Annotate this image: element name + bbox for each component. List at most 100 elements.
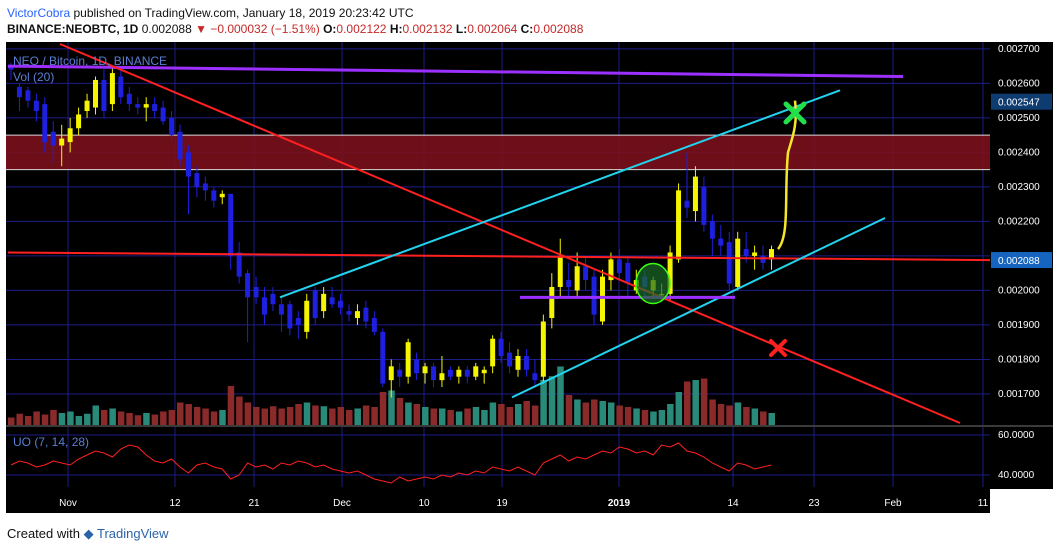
volume-bar — [320, 406, 328, 425]
volume-bar — [438, 408, 446, 425]
candle-up — [481, 369, 487, 374]
candle-up — [76, 114, 82, 129]
volume-bar — [269, 406, 277, 425]
candle-down — [135, 104, 141, 108]
candle-down — [684, 200, 690, 208]
volume-bar — [582, 402, 590, 425]
legend-volume[interactable]: Vol (20) — [13, 70, 54, 84]
volume-bar — [210, 411, 218, 425]
candle-down — [295, 318, 301, 325]
volume-bar — [464, 408, 471, 425]
candle-down — [718, 238, 724, 246]
date-tick-label: Feb — [884, 498, 902, 509]
candle-down — [236, 252, 242, 277]
volume-bar — [126, 413, 133, 425]
candle-down — [743, 249, 749, 256]
candle-down — [202, 183, 208, 191]
date-tick-label: 10 — [418, 498, 430, 509]
support-line — [7, 251, 991, 262]
candle-up — [600, 276, 605, 322]
candle-down — [287, 304, 293, 329]
legend-oscillator[interactable]: UO (7, 14, 28) — [13, 435, 89, 449]
channel-upper-line — [279, 89, 841, 299]
uo-tick-label: 60.0000 — [998, 430, 1035, 441]
price-tick-label: 0.002300 — [998, 182, 1040, 193]
open-label: O: — [323, 22, 337, 36]
volume-bar — [253, 407, 260, 425]
candle-down — [380, 331, 386, 384]
candle-down — [414, 359, 420, 374]
volume-bar — [67, 411, 74, 425]
candle-down — [566, 280, 572, 287]
volume-bar — [565, 395, 573, 425]
volume-bar — [295, 404, 302, 425]
candle-up — [388, 366, 394, 381]
volume-bar — [50, 410, 57, 425]
price-tick-label: 0.002200 — [998, 216, 1040, 227]
price-tick-label: 0.002400 — [998, 147, 1040, 158]
legend-title[interactable]: NEO / Bitcoin, 1D, BINANCE — [13, 54, 167, 68]
candle-down — [532, 373, 538, 381]
high-value: 0.002132 — [402, 22, 453, 36]
volume-bar — [472, 407, 480, 425]
candle-up — [490, 338, 496, 367]
candle-down — [591, 276, 597, 315]
candle-up — [515, 355, 521, 370]
volume-bar — [599, 401, 606, 425]
volume-bar — [151, 414, 159, 425]
candle-down — [101, 79, 107, 112]
volume-bar — [709, 399, 716, 425]
volume-bar — [202, 408, 209, 425]
projection-path — [776, 100, 797, 250]
price-tick-label: 0.001700 — [998, 389, 1040, 400]
volume-bar — [591, 399, 598, 425]
price-tick-label: 0.002700 — [998, 44, 1040, 55]
volume-bar — [185, 404, 192, 425]
candle-down — [583, 266, 589, 281]
volume-bar — [768, 413, 775, 425]
channel-lower-line — [511, 217, 886, 399]
volume-bar — [312, 405, 319, 425]
marker-price-tag-bg — [991, 93, 1052, 110]
volume-bar — [75, 416, 83, 425]
volume-bar — [726, 405, 733, 425]
candle-down — [194, 173, 200, 187]
author-name[interactable]: VictorCobra — [7, 6, 71, 20]
candle-down — [464, 369, 470, 377]
descending-trendline — [59, 43, 961, 424]
time-axis[interactable] — [6, 489, 990, 513]
volume-bar — [143, 413, 150, 425]
volume-bar — [633, 408, 640, 425]
candle-down — [498, 338, 504, 356]
volume-bar — [286, 407, 294, 425]
volume-bar — [227, 386, 235, 425]
last-price-tag-bg — [991, 252, 1052, 269]
candle-down — [245, 273, 251, 298]
candle-up — [439, 373, 445, 381]
footer-brand[interactable]: TradingView — [97, 526, 169, 541]
volume-bar — [134, 415, 142, 425]
volume-bar — [743, 407, 750, 425]
symbol-label: BINANCE:NEOBTC, 1D — [7, 22, 139, 36]
volume-bar — [219, 410, 226, 425]
high-label: H: — [389, 22, 403, 36]
top-horizontal-line — [7, 64, 904, 79]
volume-bar — [362, 405, 370, 425]
resistance-zone — [6, 134, 990, 171]
date-tick-label: 23 — [808, 498, 820, 509]
volume-bar — [117, 411, 125, 425]
candle-down — [262, 297, 267, 315]
price-tick-label: 0.002000 — [998, 285, 1040, 296]
candle-up — [549, 286, 555, 319]
candle-down — [25, 90, 31, 101]
open-value: 0.002122 — [336, 22, 387, 36]
candle-down — [507, 352, 513, 367]
candle-down — [709, 221, 715, 239]
candle-down — [211, 190, 217, 201]
candle-down — [169, 117, 175, 136]
volume-bar — [455, 411, 463, 425]
candle-down — [253, 286, 259, 298]
candle-up — [93, 79, 98, 108]
candle-down — [228, 193, 234, 256]
